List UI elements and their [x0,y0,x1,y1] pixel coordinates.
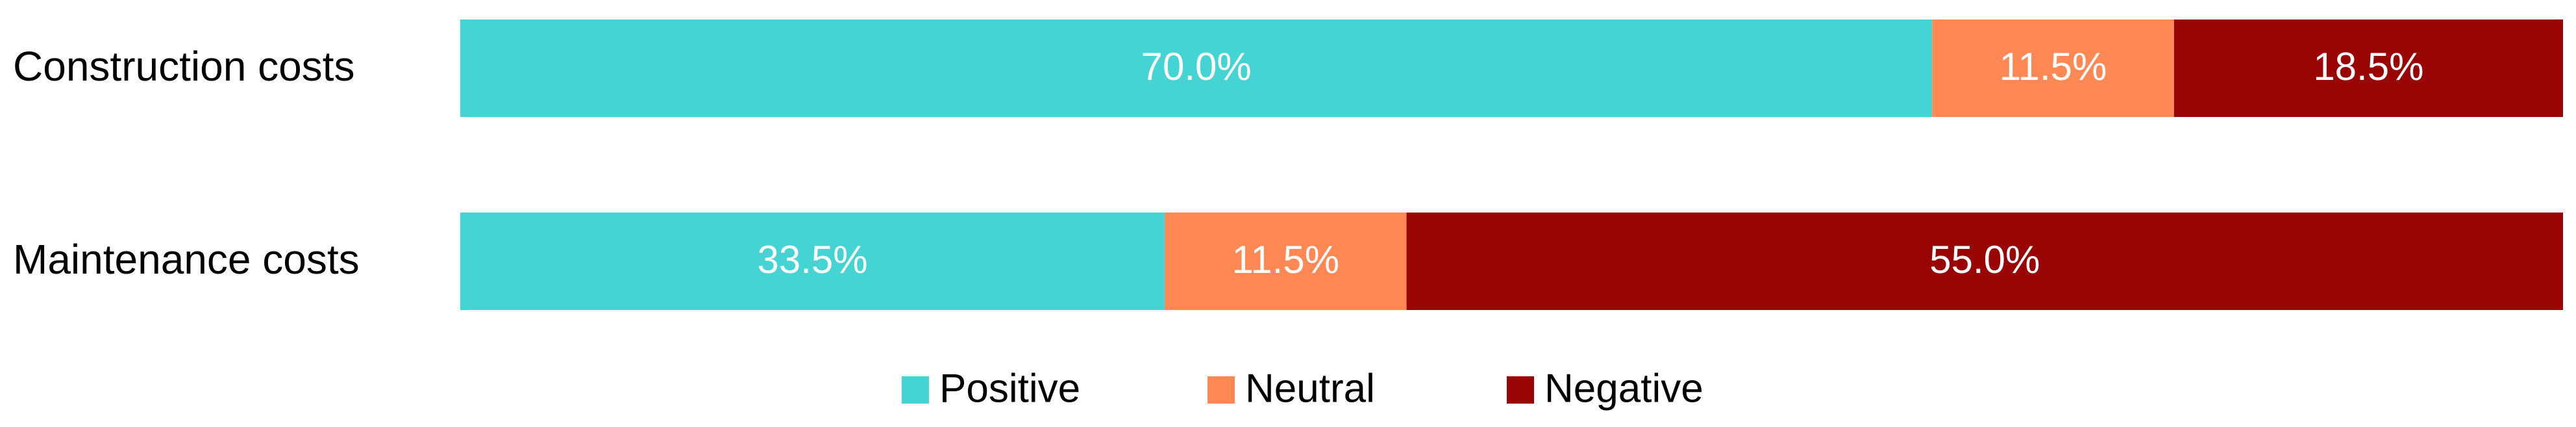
bar-segment [1932,19,2174,117]
legend-label: Positive [939,366,1080,411]
legend-label: Negative [1544,366,1703,411]
bar-segment [2174,19,2563,117]
category-label: Maintenance costs [13,236,360,283]
value-label: 70.0% [1141,45,1252,88]
value-label: 33.5% [757,238,867,281]
bar-segment [1165,213,1407,310]
bar-segment [1406,213,2563,310]
bar-segment [460,213,1165,310]
bar-segment [460,19,1933,117]
category-label: Construction costs [13,43,354,90]
value-label: 11.5% [1232,238,1339,281]
value-label: 18.5% [2313,45,2423,88]
legend-swatch [1208,376,1235,404]
value-label: 11.5% [2000,45,2107,88]
legend-swatch [1507,376,1534,404]
legend-label: Neutral [1245,366,1375,411]
value-label: 55.0% [1929,238,2040,281]
legend-swatch [902,376,929,404]
